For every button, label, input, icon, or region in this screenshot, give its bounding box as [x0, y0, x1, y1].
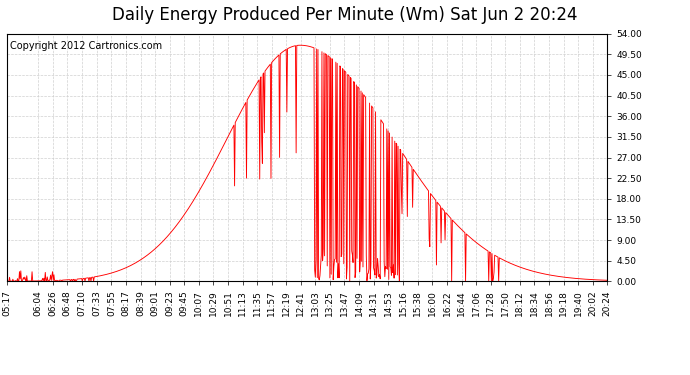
Text: Copyright 2012 Cartronics.com: Copyright 2012 Cartronics.com — [10, 41, 162, 51]
Text: Daily Energy Produced Per Minute (Wm) Sat Jun 2 20:24: Daily Energy Produced Per Minute (Wm) Sa… — [112, 6, 578, 24]
